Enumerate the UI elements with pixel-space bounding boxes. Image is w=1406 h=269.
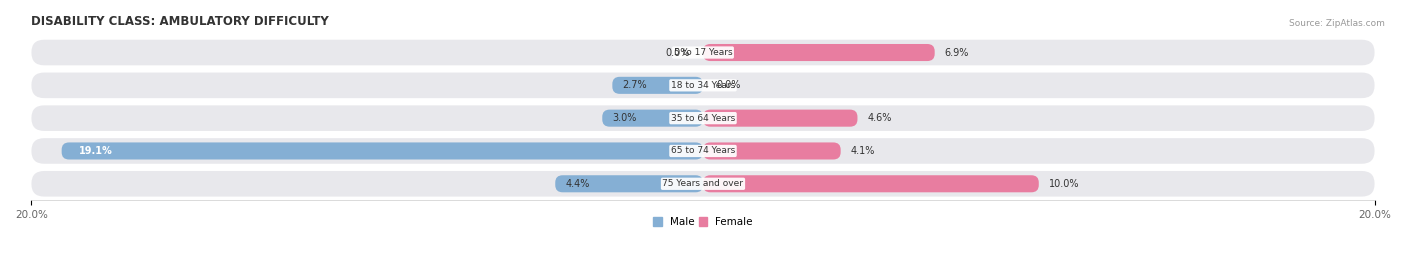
Text: 6.9%: 6.9% [945,48,969,58]
FancyBboxPatch shape [602,110,703,127]
Text: 0.0%: 0.0% [717,80,741,90]
FancyBboxPatch shape [703,44,935,61]
Text: 19.1%: 19.1% [79,146,112,156]
FancyBboxPatch shape [31,105,1375,131]
Text: 75 Years and over: 75 Years and over [662,179,744,188]
Text: 65 to 74 Years: 65 to 74 Years [671,146,735,155]
FancyBboxPatch shape [31,138,1375,164]
Text: 4.6%: 4.6% [868,113,891,123]
FancyBboxPatch shape [703,142,841,160]
FancyBboxPatch shape [62,142,703,160]
FancyBboxPatch shape [31,73,1375,98]
Text: 5 to 17 Years: 5 to 17 Years [673,48,733,57]
Text: 0.0%: 0.0% [665,48,689,58]
Text: 18 to 34 Years: 18 to 34 Years [671,81,735,90]
Text: 10.0%: 10.0% [1049,179,1080,189]
Text: 2.7%: 2.7% [623,80,647,90]
Text: Source: ZipAtlas.com: Source: ZipAtlas.com [1289,19,1385,28]
FancyBboxPatch shape [703,175,1039,192]
Text: DISABILITY CLASS: AMBULATORY DIFFICULTY: DISABILITY CLASS: AMBULATORY DIFFICULTY [31,15,329,28]
FancyBboxPatch shape [555,175,703,192]
FancyBboxPatch shape [703,110,858,127]
FancyBboxPatch shape [31,171,1375,197]
Text: 35 to 64 Years: 35 to 64 Years [671,114,735,123]
Legend: Male, Female: Male, Female [650,213,756,231]
Text: 4.4%: 4.4% [565,179,589,189]
FancyBboxPatch shape [613,77,703,94]
FancyBboxPatch shape [31,40,1375,65]
Text: 4.1%: 4.1% [851,146,875,156]
Text: 3.0%: 3.0% [613,113,637,123]
